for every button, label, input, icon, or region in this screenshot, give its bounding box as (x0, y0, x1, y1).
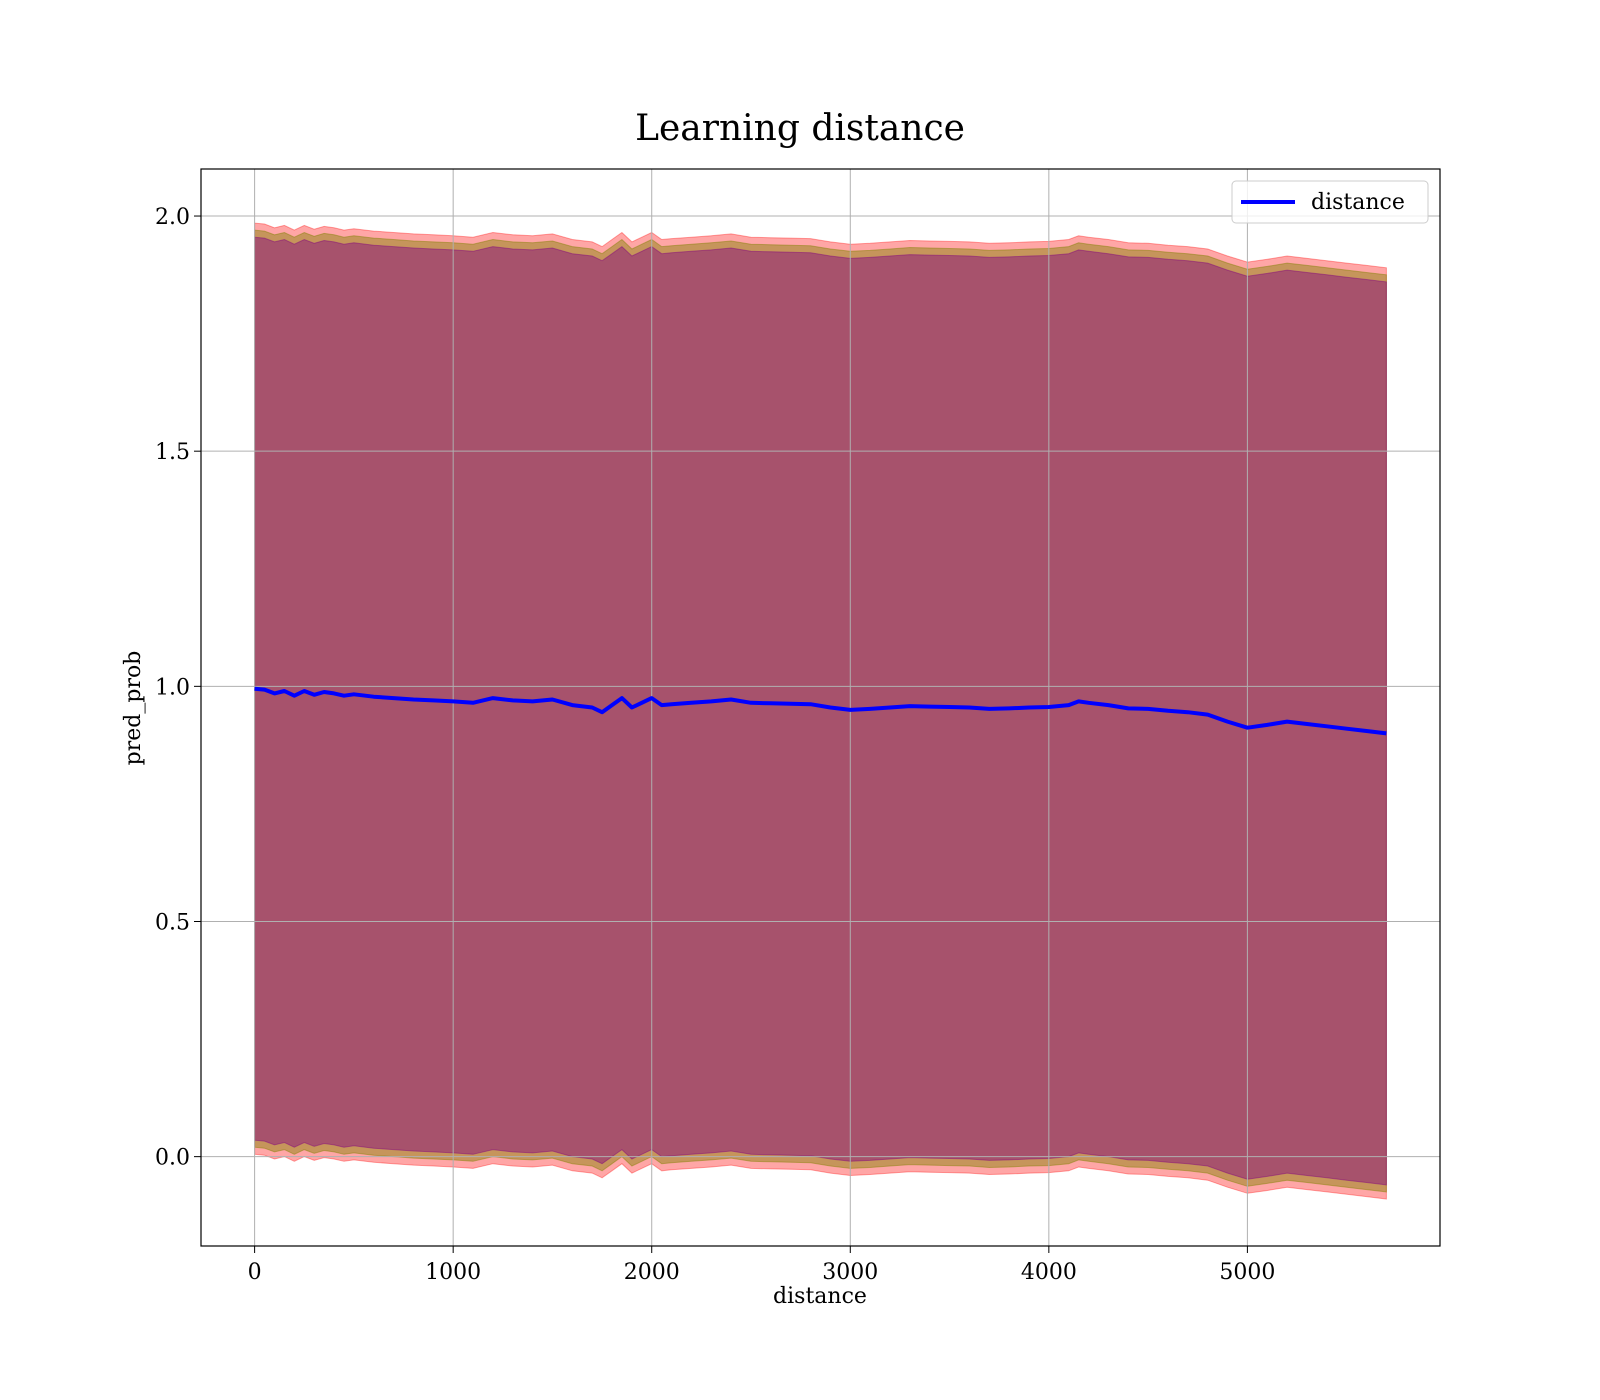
bands-layer (254, 222, 1387, 1200)
x-axis-label: distance (773, 1284, 867, 1309)
legend-label-distance: distance (1311, 190, 1405, 215)
confidence-band-1 (254, 222, 1387, 1200)
chart-title: Learning distance (635, 108, 965, 149)
y-tick-label: 1.5 (155, 440, 190, 465)
line-layer (254, 686, 1387, 736)
x-tick-label: 4000 (1021, 1260, 1077, 1285)
plot-frame (200, 168, 1441, 1247)
legend-box (1231, 180, 1429, 224)
x-tick-label: 3000 (822, 1260, 878, 1285)
y-tick-label: 0.5 (155, 910, 190, 935)
series-line-distance (254, 686, 1387, 736)
confidence-band-3 (254, 236, 1387, 1186)
x-tick-label: 0 (248, 1260, 262, 1285)
x-tick-label: 1000 (425, 1260, 481, 1285)
y-tick-label: 0.0 (155, 1146, 190, 1171)
y-tick-label: 2.0 (155, 205, 190, 230)
x-ticks: 0 1000 2000 3000 4000 5000 (248, 1246, 1275, 1285)
legend: distance (1231, 180, 1429, 224)
x-tick-label: 5000 (1219, 1260, 1275, 1285)
x-tick-label: 2000 (624, 1260, 680, 1285)
confidence-band-2 (254, 229, 1387, 1193)
y-axis-label: pred_prob (121, 651, 146, 766)
y-tick-label: 1.0 (155, 675, 190, 700)
y-ticks: 0.0 0.5 1.0 1.5 2.0 (155, 205, 201, 1171)
